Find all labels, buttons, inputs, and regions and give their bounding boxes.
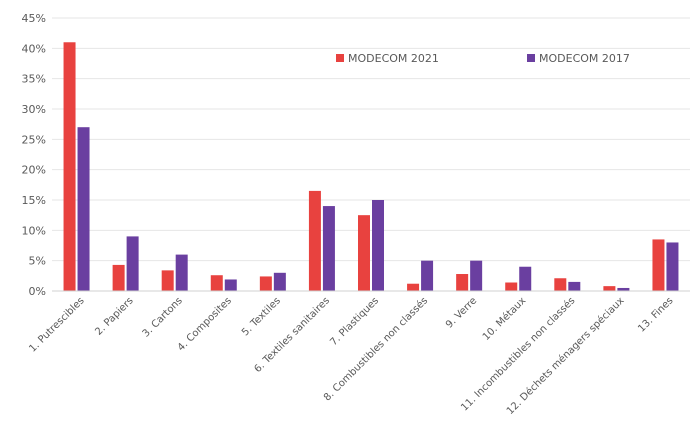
- bar-modecom-2021: [161, 270, 174, 291]
- y-tick-label: 40%: [22, 42, 46, 55]
- bar-modecom-2021: [358, 215, 370, 291]
- bar-modecom-2021: [210, 275, 223, 291]
- x-tick-label: 8. Combustibles non classés: [321, 295, 430, 404]
- y-tick-label: 0%: [29, 285, 46, 298]
- legend-label: MODECOM 2021: [348, 52, 439, 65]
- bar-modecom-2017: [372, 200, 384, 291]
- bar-modecom-2017: [77, 127, 90, 291]
- y-tick-label: 35%: [22, 73, 46, 86]
- bar-modecom-2021: [554, 278, 567, 291]
- bar-modecom-2017: [273, 272, 286, 291]
- bar-modecom-2017: [175, 254, 188, 291]
- y-tick-label: 25%: [22, 133, 46, 146]
- x-tick-label: 4. Composites: [176, 295, 234, 353]
- bar-modecom-2021: [308, 190, 321, 291]
- y-tick-label: 45%: [22, 12, 46, 25]
- bar-modecom-2021: [63, 42, 76, 292]
- x-tick-label: 2. Papiers: [93, 295, 135, 337]
- bar-modecom-2021: [259, 276, 272, 291]
- y-tick-label: 10%: [22, 224, 46, 237]
- legend-swatch: [527, 54, 535, 62]
- bar-modecom-2017: [568, 281, 581, 291]
- x-tick-label: 13. Fines: [636, 295, 675, 334]
- x-tick-label: 5. Textiles: [240, 295, 283, 338]
- bar-modecom-2017: [224, 279, 237, 291]
- legend-label: MODECOM 2017: [539, 52, 630, 65]
- y-tick-label: 20%: [22, 164, 46, 177]
- bar-modecom-2017: [421, 260, 434, 291]
- legend-swatch: [336, 54, 344, 62]
- legend: MODECOM 2021 MODECOM 2017: [336, 52, 630, 65]
- bars: [63, 42, 679, 292]
- bar-modecom-2021: [456, 274, 469, 291]
- bar-modecom-2021: [652, 239, 665, 291]
- bar-modecom-2017: [666, 242, 679, 291]
- bar-modecom-2017: [519, 266, 532, 291]
- gridlines: [52, 17, 690, 262]
- bar-modecom-2017: [617, 287, 630, 291]
- x-tick-label: 1. Putrescibles: [27, 295, 86, 354]
- y-axis-ticks: 0% 5% 10% 15% 20% 25% 30% 35% 40% 45%: [22, 12, 46, 298]
- x-tick-label: 10. Métaux: [480, 295, 528, 343]
- bar-modecom-2021: [505, 282, 518, 291]
- x-tick-label: 3. Cartons: [141, 295, 185, 339]
- x-tick-label: 9. Verre: [444, 295, 479, 330]
- bar-modecom-2017: [126, 236, 139, 291]
- bar-modecom-2021: [603, 286, 616, 291]
- y-tick-label: 30%: [22, 103, 46, 116]
- x-tick-label: 7. Plastiques: [328, 295, 381, 348]
- bar-modecom-2021: [407, 283, 420, 291]
- bar-modecom-2021: [112, 264, 125, 291]
- bar-modecom-2017: [470, 260, 483, 291]
- y-tick-label: 5%: [29, 255, 46, 268]
- y-tick-label: 15%: [22, 194, 46, 207]
- bar-modecom-2017: [322, 206, 335, 291]
